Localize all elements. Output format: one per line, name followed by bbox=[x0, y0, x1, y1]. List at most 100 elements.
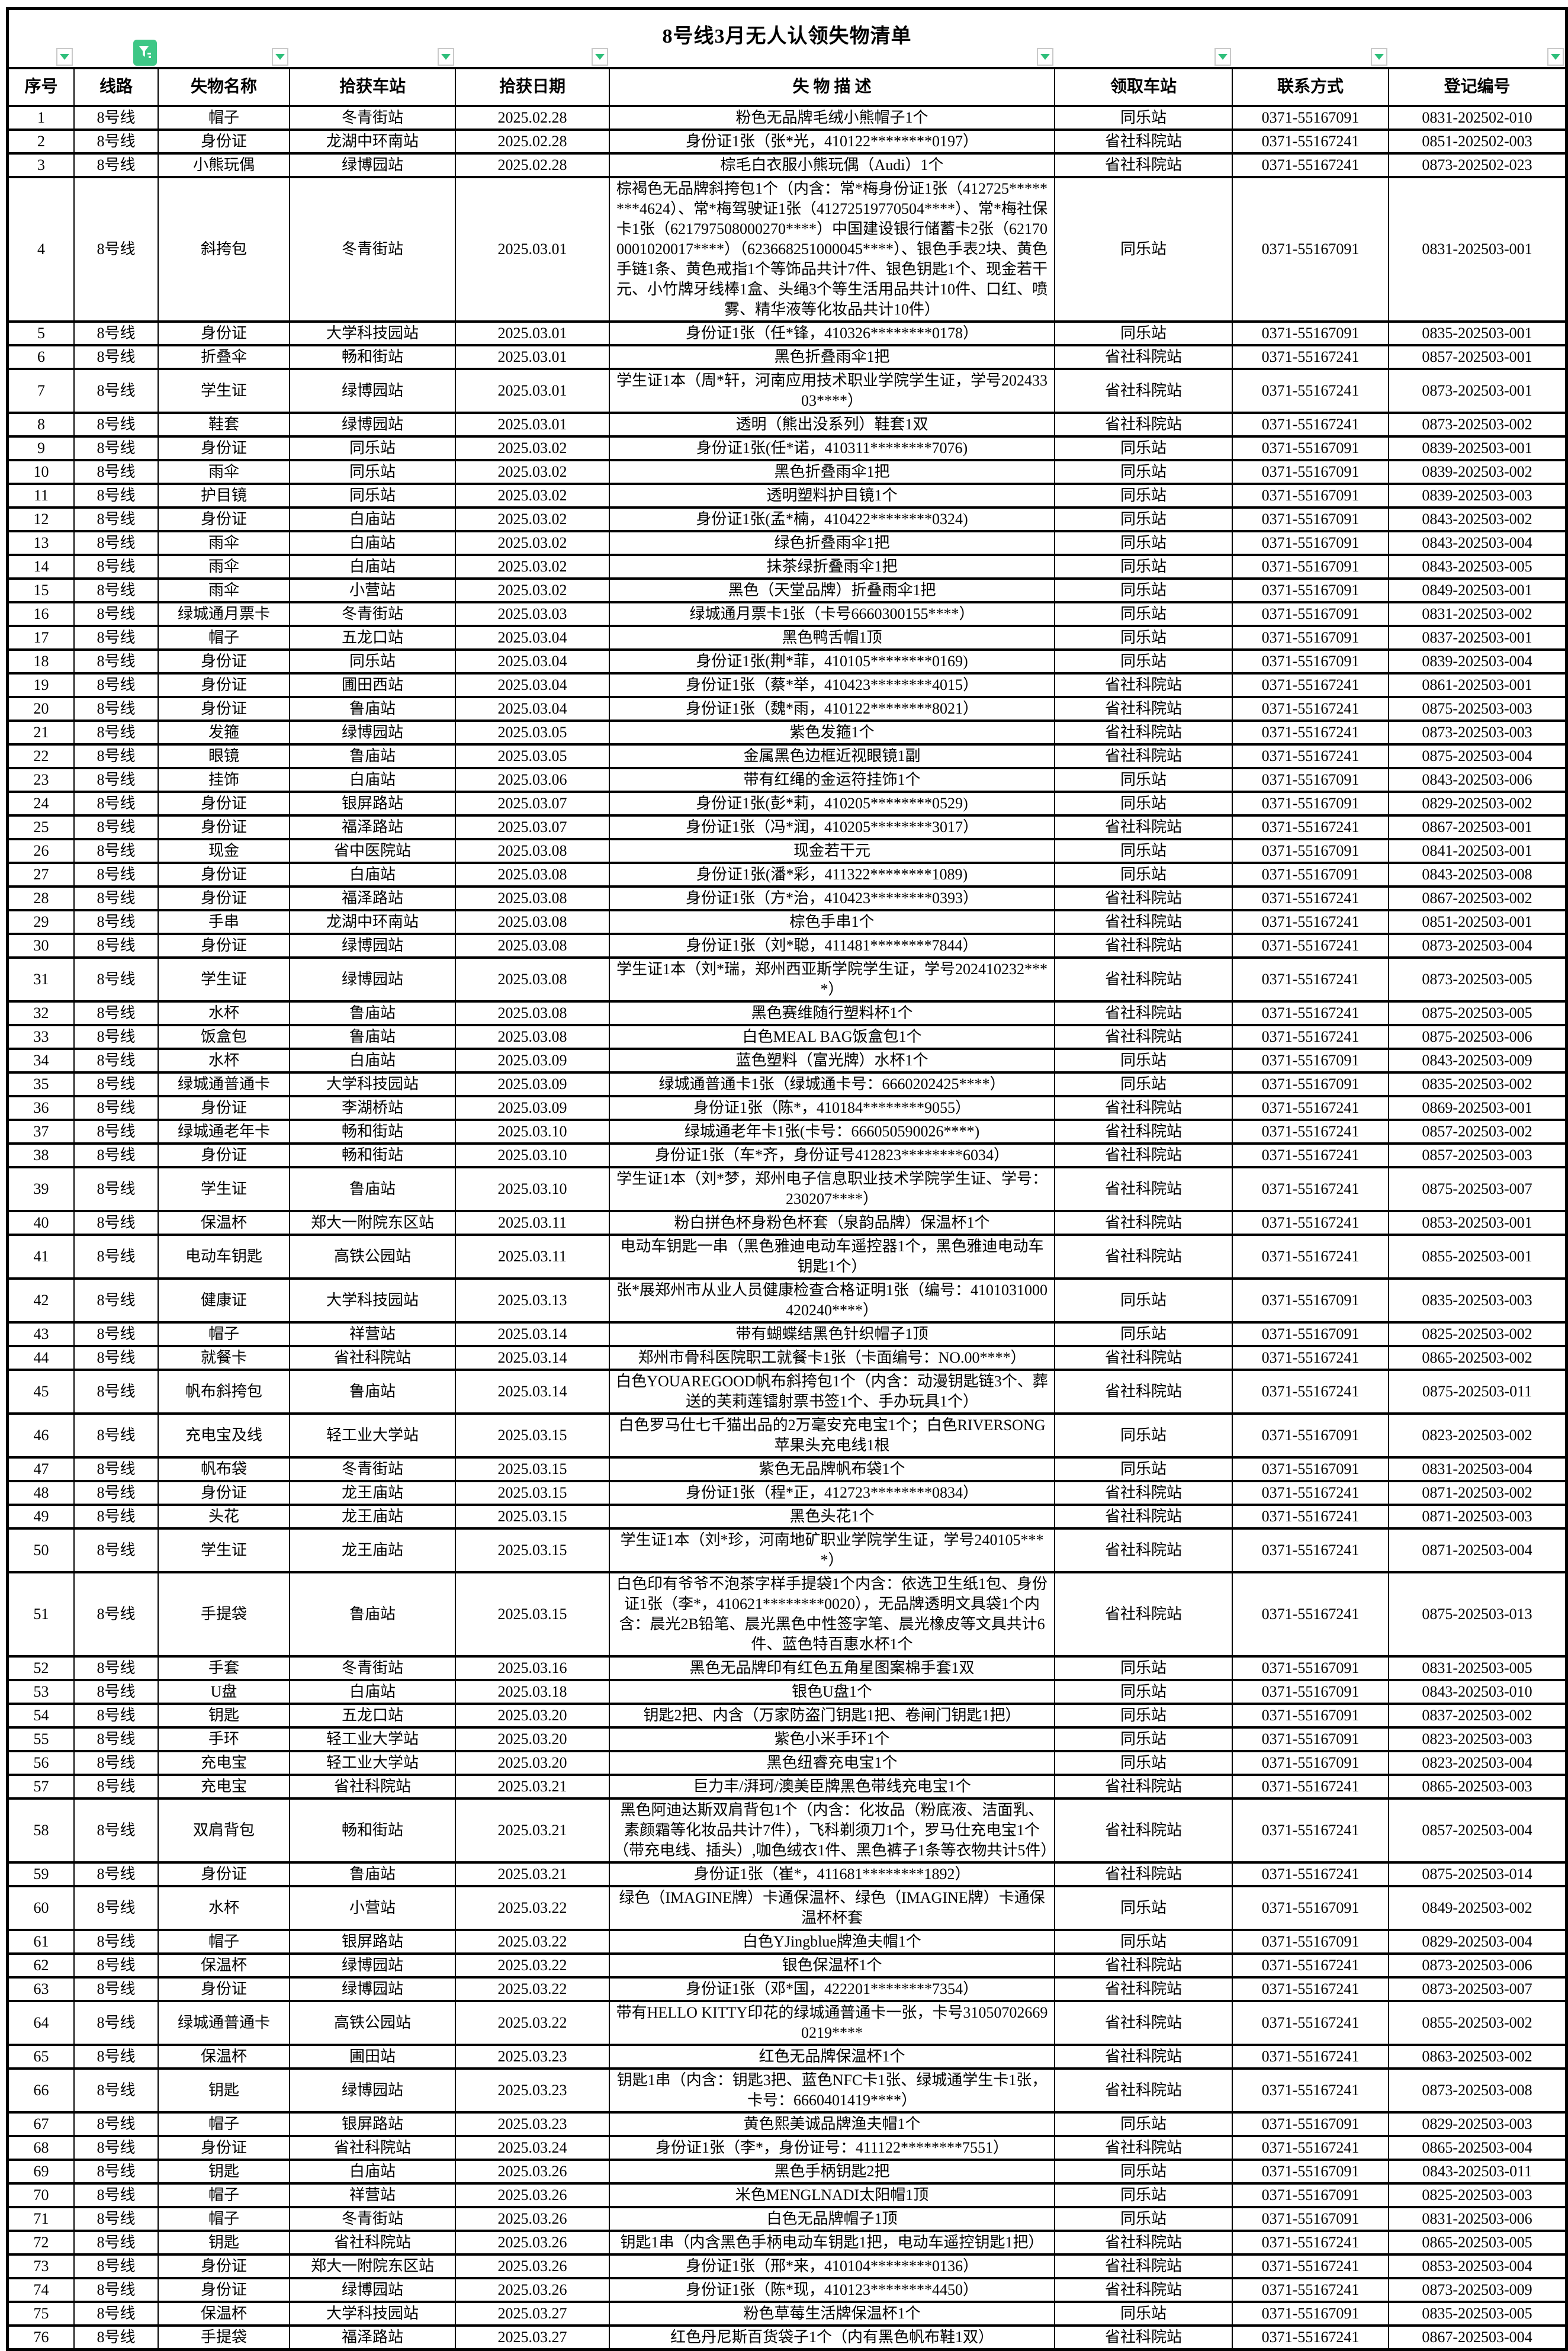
cell-description[interactable]: 身份证1张（邢*来，410104********0136） bbox=[609, 2254, 1055, 2279]
cell-seq[interactable]: 37 bbox=[9, 1120, 75, 1145]
cell-pickup-station[interactable]: 省社科院站 bbox=[1055, 721, 1233, 746]
cell-found-station[interactable]: 祥营站 bbox=[290, 2183, 456, 2208]
cell-item-name[interactable]: 身份证 bbox=[158, 322, 290, 346]
cell-seq[interactable]: 17 bbox=[9, 626, 75, 651]
cell-found-date[interactable]: 2025.03.15 bbox=[455, 1481, 610, 1506]
cell-registration-no[interactable]: 0853-202503-001 bbox=[1389, 1211, 1565, 1236]
cell-item-name[interactable]: 充电宝 bbox=[158, 1775, 290, 1800]
cell-pickup-station[interactable]: 省社科院站 bbox=[1055, 2254, 1233, 2279]
filter-dropdown-icon[interactable] bbox=[272, 48, 288, 66]
cell-found-station[interactable]: 龙湖中环南站 bbox=[290, 910, 456, 935]
cell-seq[interactable]: 15 bbox=[9, 579, 75, 603]
cell-found-station[interactable]: 绿博园站 bbox=[290, 958, 456, 1003]
cell-pickup-station[interactable]: 同乐站 bbox=[1055, 1930, 1233, 1955]
cell-found-station[interactable]: 郑大一附院东区站 bbox=[290, 2254, 456, 2279]
cell-description[interactable]: 身份证1张(孟*楠，410422********0324) bbox=[609, 508, 1055, 532]
cell-found-date[interactable]: 2025.03.04 bbox=[455, 626, 610, 651]
cell-line[interactable]: 8号线 bbox=[74, 673, 159, 698]
cell-registration-no[interactable]: 0853-202503-004 bbox=[1389, 2254, 1565, 2279]
cell-description[interactable]: 带有蝴蝶结黑色针织帽子1顶 bbox=[609, 1322, 1055, 1347]
cell-pickup-station[interactable]: 同乐站 bbox=[1055, 1049, 1233, 1074]
cell-found-station[interactable]: 鲁庙站 bbox=[290, 1025, 456, 1050]
cell-pickup-station[interactable]: 同乐站 bbox=[1055, 460, 1233, 485]
cell-item-name[interactable]: 绿城通普通卡 bbox=[158, 2001, 290, 2046]
cell-registration-no[interactable]: 0839-202503-002 bbox=[1389, 460, 1565, 485]
cell-found-station[interactable]: 小营站 bbox=[290, 1886, 456, 1931]
cell-found-date[interactable]: 2025.03.26 bbox=[455, 2183, 610, 2208]
cell-registration-no[interactable]: 0839-202503-004 bbox=[1389, 650, 1565, 675]
cell-line[interactable]: 8号线 bbox=[74, 2045, 159, 2070]
cell-pickup-station[interactable]: 同乐站 bbox=[1055, 1727, 1233, 1752]
cell-line[interactable]: 8号线 bbox=[74, 1775, 159, 1800]
cell-description[interactable]: 白色YOUAREGOOD帆布斜挎包1个（内含：动漫钥匙链3个、葬送的芙莉莲镭射票… bbox=[609, 1370, 1055, 1415]
cell-found-station[interactable]: 五龙口站 bbox=[290, 626, 456, 651]
cell-registration-no[interactable]: 0841-202503-001 bbox=[1389, 839, 1565, 864]
cell-pickup-station[interactable]: 省社科院站 bbox=[1055, 413, 1233, 438]
cell-seq[interactable]: 45 bbox=[9, 1370, 75, 1415]
cell-seq[interactable]: 6 bbox=[9, 345, 75, 370]
cell-line[interactable]: 8号线 bbox=[74, 1751, 159, 1776]
cell-found-station[interactable]: 大学科技园站 bbox=[290, 1279, 456, 1324]
cell-seq[interactable]: 39 bbox=[9, 1167, 75, 1212]
cell-description[interactable]: 绿城通普通卡1张（绿城通卡号：6660202425****） bbox=[609, 1072, 1055, 1097]
cell-item-name[interactable]: 双肩背包 bbox=[158, 1798, 290, 1864]
cell-seq[interactable]: 60 bbox=[9, 1886, 75, 1931]
filter-dropdown-icon[interactable] bbox=[592, 48, 608, 66]
cell-found-date[interactable]: 2025.03.02 bbox=[455, 436, 610, 461]
cell-contact[interactable]: 0371-55167091 bbox=[1232, 839, 1389, 864]
cell-description[interactable]: 白色YJingblue牌渔夫帽1个 bbox=[609, 1930, 1055, 1955]
cell-seq[interactable]: 44 bbox=[9, 1346, 75, 1371]
cell-registration-no[interactable]: 0855-202503-001 bbox=[1389, 1235, 1565, 1280]
cell-item-name[interactable]: 雨伞 bbox=[158, 531, 290, 556]
cell-item-name[interactable]: 雨伞 bbox=[158, 460, 290, 485]
cell-found-date[interactable]: 2025.03.26 bbox=[455, 2160, 610, 2185]
cell-found-station[interactable]: 福泽路站 bbox=[290, 887, 456, 911]
cell-line[interactable]: 8号线 bbox=[74, 721, 159, 746]
cell-description[interactable]: 黑色头花1个 bbox=[609, 1505, 1055, 1530]
cell-found-date[interactable]: 2025.03.23 bbox=[455, 2045, 610, 2070]
cell-description[interactable]: 钥匙1串（内含黑色手柄电动车钥匙1把，电动车遥控钥匙1把） bbox=[609, 2231, 1055, 2256]
cell-item-name[interactable]: 电动车钥匙 bbox=[158, 1235, 290, 1280]
cell-item-name[interactable]: 充电宝 bbox=[158, 1751, 290, 1776]
cell-registration-no[interactable]: 0867-202503-004 bbox=[1422, 2328, 1532, 2346]
cell-contact[interactable]: 0371-55167091 bbox=[1232, 1414, 1389, 1459]
cell-found-date[interactable]: 2025.03.01 bbox=[455, 413, 610, 438]
cell-contact[interactable]: 0371-55167241 bbox=[1232, 934, 1389, 959]
cell-seq[interactable]: 47 bbox=[9, 1457, 75, 1482]
cell-pickup-station[interactable]: 省社科院站 bbox=[1055, 910, 1233, 935]
cell-registration-no[interactable]: 0875-202503-013 bbox=[1389, 1572, 1565, 1658]
cell-found-station[interactable]: 白庙站 bbox=[290, 2160, 456, 2185]
cell-item-name[interactable]: 帽子 bbox=[158, 106, 290, 131]
cell-description[interactable]: 身份证1张（蔡*举，410423********4015） bbox=[609, 673, 1055, 698]
cell-registration-no[interactable]: 0867-202503-001 bbox=[1389, 815, 1565, 840]
cell-contact[interactable]: 0371-55167091 bbox=[1232, 650, 1389, 675]
cell-line[interactable]: 8号线 bbox=[74, 1211, 159, 1236]
cell-contact[interactable]: 0371-55167091 bbox=[1232, 460, 1389, 485]
cell-found-station[interactable]: 轻工业大学站 bbox=[290, 1751, 456, 1776]
cell-description[interactable]: 身份证1张（魏*雨，410122********8021） bbox=[609, 697, 1055, 722]
cell-seq[interactable]: 30 bbox=[9, 934, 75, 959]
cell-seq[interactable]: 3 bbox=[9, 153, 75, 178]
cell-pickup-station[interactable]: 同乐站 bbox=[1055, 839, 1233, 864]
cell-contact[interactable]: 0371-55167241 bbox=[1232, 345, 1389, 370]
cell-registration-no[interactable]: 0831-202502-010 bbox=[1389, 106, 1565, 131]
cell-found-date[interactable]: 2025.03.24 bbox=[455, 2136, 610, 2161]
cell-description[interactable]: 郑州市骨科医院职工就餐卡1张（卡面编号：NO.00****） bbox=[609, 1346, 1055, 1371]
cell-contact[interactable]: 0371-55167091 bbox=[1232, 1886, 1389, 1931]
cell-line[interactable]: 8号线 bbox=[74, 1322, 159, 1347]
cell-found-date[interactable]: 2025.03.06 bbox=[455, 768, 610, 793]
cell-found-date[interactable]: 2025.03.21 bbox=[455, 1862, 610, 1887]
cell-item-name[interactable]: 保温杯 bbox=[158, 2302, 290, 2327]
cell-found-date[interactable]: 2025.03.02 bbox=[455, 460, 610, 485]
cell-registration-no[interactable]: 0835-202503-001 bbox=[1389, 322, 1565, 346]
cell-contact[interactable]: 0371-55167241 bbox=[1232, 2278, 1389, 2303]
cell-registration-no[interactable]: 0865-202503-003 bbox=[1389, 1775, 1565, 1800]
cell-found-station[interactable]: 绿博园站 bbox=[290, 369, 456, 414]
cell-pickup-station[interactable]: 省社科院站 bbox=[1055, 744, 1233, 769]
cell-seq[interactable]: 29 bbox=[9, 910, 75, 935]
cell-description[interactable]: 绿城通月票卡1张（卡号6660300155****） bbox=[609, 602, 1055, 627]
cell-description[interactable]: 黑色阿迪达斯双肩背包1个（内含：化妆品（粉底液、洁面乳、素颜霜等化妆品共计7件）… bbox=[609, 1798, 1056, 1864]
cell-seq[interactable]: 20 bbox=[9, 697, 75, 722]
cell-description[interactable]: 黑色纽睿充电宝1个 bbox=[609, 1751, 1055, 1776]
cell-item-name[interactable]: 身份证 bbox=[158, 673, 290, 698]
